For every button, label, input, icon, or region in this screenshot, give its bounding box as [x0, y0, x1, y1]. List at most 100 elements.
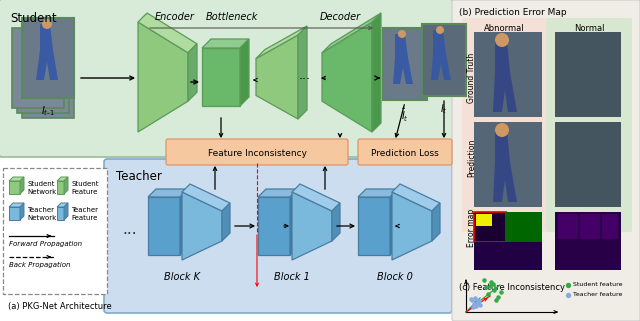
Text: Block K: Block K — [164, 272, 200, 282]
Text: Normal: Normal — [573, 24, 604, 33]
Polygon shape — [20, 203, 24, 220]
Point — [473, 299, 483, 305]
Polygon shape — [9, 181, 20, 194]
FancyBboxPatch shape — [602, 214, 618, 239]
Point — [466, 296, 476, 301]
Text: Student
Feature: Student Feature — [71, 181, 99, 195]
Polygon shape — [20, 177, 24, 194]
Text: Teacher
Feature: Teacher Feature — [71, 207, 98, 221]
Text: (c) Feature Inconsistency: (c) Feature Inconsistency — [459, 283, 565, 292]
Text: Teacher: Teacher — [116, 170, 162, 183]
Point — [496, 290, 506, 295]
Polygon shape — [64, 177, 68, 194]
Polygon shape — [57, 177, 68, 181]
Point — [486, 280, 496, 285]
Polygon shape — [180, 189, 188, 255]
Polygon shape — [57, 207, 64, 220]
Polygon shape — [292, 192, 332, 260]
Polygon shape — [258, 197, 290, 255]
Circle shape — [42, 19, 52, 29]
Circle shape — [495, 123, 509, 137]
Point — [483, 291, 493, 297]
FancyBboxPatch shape — [555, 122, 621, 207]
FancyBboxPatch shape — [546, 18, 632, 232]
Point — [485, 283, 495, 289]
FancyBboxPatch shape — [555, 32, 621, 117]
FancyBboxPatch shape — [166, 139, 348, 165]
FancyBboxPatch shape — [3, 168, 107, 294]
Polygon shape — [57, 181, 64, 194]
FancyBboxPatch shape — [462, 18, 546, 232]
Point — [468, 304, 478, 309]
Point — [479, 277, 489, 282]
FancyBboxPatch shape — [422, 24, 466, 96]
Text: (a) PKG-Net Architecture: (a) PKG-Net Architecture — [8, 302, 112, 311]
Polygon shape — [322, 22, 372, 132]
Text: Block 0: Block 0 — [377, 272, 413, 282]
Text: Back Propagation: Back Propagation — [9, 262, 70, 268]
FancyBboxPatch shape — [558, 214, 578, 239]
Text: Encoder: Encoder — [155, 12, 195, 22]
FancyBboxPatch shape — [22, 18, 74, 98]
Point — [467, 298, 477, 303]
Polygon shape — [431, 30, 451, 80]
Text: ...: ... — [123, 222, 138, 238]
Text: Decoder: Decoder — [319, 12, 360, 22]
Polygon shape — [332, 203, 340, 241]
Polygon shape — [256, 26, 307, 58]
Point — [491, 298, 501, 303]
Text: $I_{t\text{-}1}$: $I_{t\text{-}1}$ — [41, 104, 55, 118]
Point — [481, 284, 491, 290]
Polygon shape — [258, 189, 298, 197]
Text: Feature Inconsistency: Feature Inconsistency — [207, 149, 307, 158]
Text: ···: ··· — [299, 74, 311, 86]
Point — [563, 292, 573, 298]
Polygon shape — [358, 197, 390, 255]
Point — [472, 300, 482, 306]
Polygon shape — [372, 13, 381, 132]
Polygon shape — [9, 203, 24, 207]
Text: Student
Network: Student Network — [27, 181, 56, 195]
Text: Ground Truth: Ground Truth — [467, 53, 476, 103]
Text: Student feature: Student feature — [573, 282, 623, 288]
Polygon shape — [290, 189, 298, 255]
Point — [489, 287, 499, 292]
Text: Prediction Loss: Prediction Loss — [371, 149, 439, 158]
Polygon shape — [393, 34, 413, 84]
Text: Block 1: Block 1 — [274, 272, 310, 282]
Polygon shape — [202, 39, 249, 48]
Polygon shape — [493, 40, 517, 112]
Point — [488, 282, 498, 287]
Circle shape — [436, 26, 444, 34]
Polygon shape — [292, 184, 340, 211]
Point — [474, 299, 484, 304]
FancyBboxPatch shape — [476, 214, 492, 226]
Point — [471, 303, 481, 308]
Polygon shape — [148, 189, 188, 197]
Circle shape — [398, 30, 406, 38]
Polygon shape — [222, 203, 230, 241]
Text: Student: Student — [10, 12, 56, 25]
FancyBboxPatch shape — [22, 38, 74, 118]
Polygon shape — [9, 177, 24, 181]
FancyBboxPatch shape — [555, 212, 621, 270]
FancyBboxPatch shape — [358, 139, 452, 165]
Polygon shape — [138, 13, 197, 53]
Circle shape — [495, 33, 509, 47]
FancyBboxPatch shape — [474, 212, 506, 242]
FancyBboxPatch shape — [506, 212, 542, 242]
Point — [475, 302, 485, 308]
Text: Bottleneck: Bottleneck — [206, 12, 258, 22]
FancyBboxPatch shape — [580, 214, 600, 239]
Point — [493, 294, 503, 299]
FancyBboxPatch shape — [12, 28, 64, 108]
Text: Error map: Error map — [467, 209, 476, 247]
FancyBboxPatch shape — [17, 33, 69, 113]
Point — [563, 282, 573, 288]
Polygon shape — [64, 203, 68, 220]
Polygon shape — [358, 189, 398, 197]
Polygon shape — [57, 203, 68, 207]
Text: Teacher
Network: Teacher Network — [27, 207, 56, 221]
Polygon shape — [148, 197, 180, 255]
Polygon shape — [256, 35, 298, 119]
